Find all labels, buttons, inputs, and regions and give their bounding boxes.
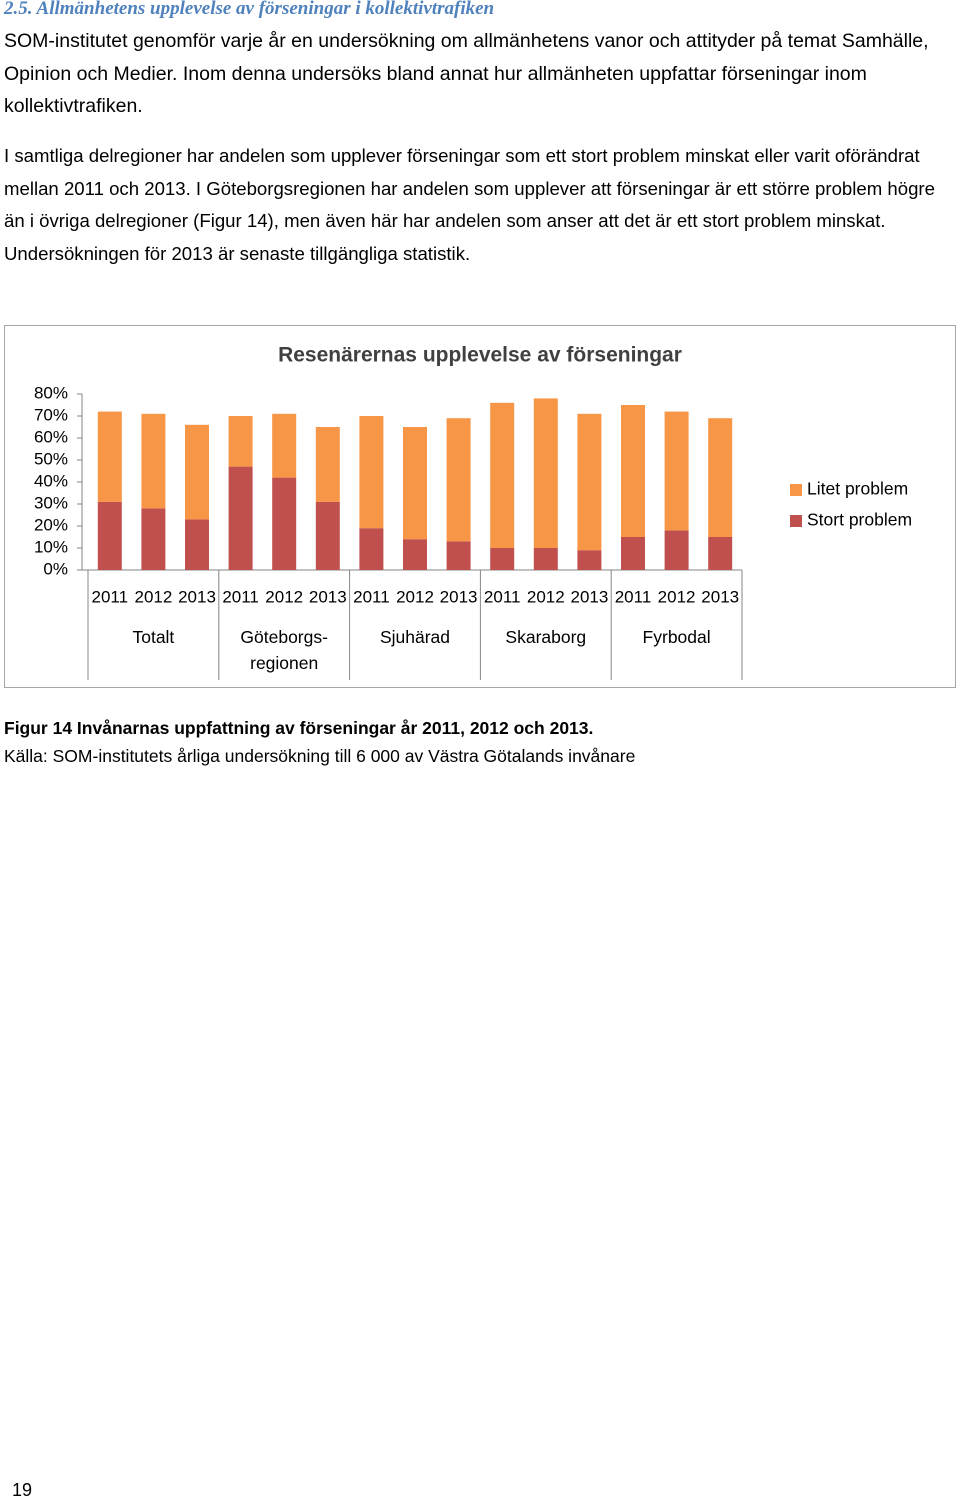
bar-segment: [97, 411, 122, 502]
y-tick-label: 40%: [34, 471, 68, 490]
bar-segment: [185, 519, 209, 570]
x-tick-label: 2011: [92, 587, 129, 606]
bar-segment: [533, 548, 558, 570]
paragraph: SOM-institutet genomför varje år en unde…: [4, 30, 929, 117]
bar-segment: [621, 537, 645, 570]
y-tick-label: 50%: [34, 449, 68, 468]
x-tick-label: 2012: [527, 587, 565, 606]
group-label: Sjuhärad: [379, 627, 451, 647]
y-tick-label: 20%: [34, 515, 68, 534]
group-label: Göteborgs- regionen: [240, 627, 328, 673]
group-label: Totalt: [132, 627, 175, 647]
section-heading: 2.5. Allmänhetens upplevelse av försenin…: [4, 0, 495, 19]
x-tick-label: 2011: [353, 587, 390, 606]
x-tick-label: 2011: [615, 587, 652, 606]
paragraph: I samtliga delregioner har andelen som u…: [4, 145, 935, 264]
source-note: Källa: SOM-institutets årliga undersökni…: [4, 746, 636, 766]
legend-label: Stort problem: [807, 510, 912, 530]
x-tick-label: 2012: [134, 587, 172, 606]
legend-label: Litet problem: [807, 479, 908, 499]
bar-segment: [577, 550, 602, 570]
y-tick-label: 10%: [34, 537, 68, 556]
bar-segment: [446, 541, 471, 570]
bar-segment: [446, 418, 471, 542]
bar-segment: [141, 413, 166, 509]
page-number: 19: [12, 1480, 33, 1500]
bar-segment: [315, 501, 340, 570]
bar-segment: [664, 411, 689, 531]
bar-segment: [403, 539, 427, 570]
bar-segment: [228, 466, 253, 570]
bar-segment: [272, 477, 297, 570]
bar-segment: [185, 424, 209, 520]
x-tick-label: 2013: [570, 587, 608, 606]
bar-segment: [490, 548, 515, 570]
chart: Resenärernas upplevelse av förseningar 0…: [4, 325, 956, 688]
x-tick-label: 2013: [701, 587, 739, 606]
x-tick-label: 2013: [178, 587, 216, 606]
x-tick-label: 2012: [265, 587, 303, 606]
x-tick-label: 2011: [484, 587, 521, 606]
bar-segment: [490, 402, 515, 548]
bar-segment: [664, 530, 689, 570]
bar-segment: [533, 398, 558, 548]
x-tick-label: 2013: [440, 587, 478, 606]
x-tick-label: 2012: [396, 587, 434, 606]
legend-swatch: [790, 515, 802, 527]
bar-segment: [97, 501, 122, 570]
bar-segment: [708, 418, 733, 537]
bar-segment: [272, 413, 297, 478]
y-tick-label: 70%: [34, 405, 68, 424]
bar-segment: [577, 413, 602, 551]
bar-segment: [403, 427, 427, 540]
bar-segment: [359, 528, 384, 570]
x-tick-label: 2011: [222, 587, 259, 606]
legend-swatch: [790, 484, 802, 496]
group-label: Skaraborg: [505, 627, 587, 647]
bar-segment: [141, 508, 166, 570]
figure-caption: Figur 14 Invånarnas uppfattning av förse…: [4, 718, 594, 738]
y-tick-label: 30%: [34, 493, 68, 512]
x-tick-label: 2012: [658, 587, 696, 606]
y-tick-label: 60%: [34, 427, 68, 446]
bar-segment: [621, 405, 645, 537]
bar-segment: [228, 416, 253, 467]
bar-segment: [315, 427, 340, 502]
y-tick-label: 0%: [43, 559, 68, 578]
y-tick-label: 80%: [34, 383, 68, 402]
group-label: Fyrbodal: [642, 627, 711, 647]
chart-title: Resenärernas upplevelse av förseningar: [278, 344, 682, 367]
bar-segment: [359, 416, 384, 529]
bar-segment: [708, 537, 733, 570]
x-tick-label: 2013: [309, 587, 347, 606]
